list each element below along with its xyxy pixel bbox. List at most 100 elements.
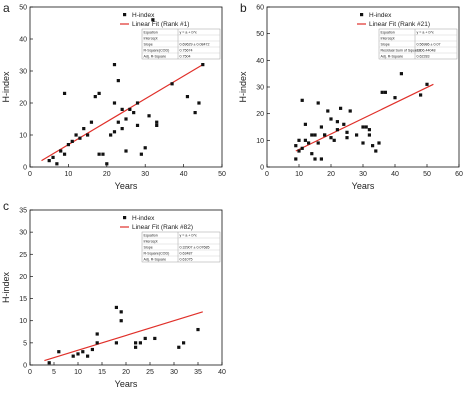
x-tick-label: 20 (103, 171, 111, 178)
legend-label-fit: Linear Fit (Rank #82) (132, 224, 193, 231)
x-axis-label: Years (352, 181, 375, 190)
y-axis-label: H-index (1, 71, 11, 103)
stats-value: 0.69629 ± 0.08472 (180, 42, 210, 46)
y-tick-label: 10 (19, 318, 27, 325)
data-point (120, 127, 124, 131)
data-point (135, 123, 140, 127)
data-point (348, 109, 352, 113)
data-point (310, 133, 314, 137)
x-tick-label: 0 (28, 369, 32, 376)
chart-panel-b: b 0 10 20 30 40 50 60 0 10 20 30 40 50 60 Years H-index H… (237, 0, 474, 191)
data-point (303, 122, 307, 126)
data-point (151, 18, 155, 22)
data-point (367, 133, 371, 137)
data-point (182, 341, 186, 345)
data-point (97, 152, 101, 156)
linear-fit-line (295, 83, 434, 152)
data-point (116, 79, 120, 83)
stats-value: y = a + b*x (417, 30, 434, 34)
y-tick-label: 0 (23, 363, 27, 370)
data-point (342, 122, 346, 126)
data-point (47, 361, 51, 365)
data-point (326, 109, 330, 113)
panel-label: c (3, 199, 9, 213)
y-tick-label: 0 (23, 165, 27, 172)
stats-key: R-Square(COD) (144, 48, 170, 52)
chart-b: b 0 10 20 30 40 50 60 0 10 20 30 40 50 60 Years H-index H… (238, 1, 463, 191)
data-point (399, 72, 403, 76)
y-tick-label: 40 (256, 58, 264, 65)
data-point (196, 327, 200, 332)
data-point (47, 159, 51, 163)
y-tick-label: 10 (19, 133, 27, 140)
data-point (97, 91, 101, 95)
stats-key: Equation (144, 233, 158, 237)
data-point (132, 111, 136, 115)
y-tick-label: 40 (19, 37, 27, 44)
chart-panel-a: a 0 10 20 30 40 50 0 10 20 30 40 50 Years H-index H-ind… (0, 0, 237, 191)
y-tick-label: 50 (19, 5, 27, 12)
x-tick-label: 30 (141, 171, 149, 178)
data-point (112, 101, 117, 105)
stats-key: Intercept (144, 239, 158, 243)
data-point (86, 354, 90, 358)
data-point (294, 157, 298, 161)
data-point (135, 101, 140, 105)
data-point (66, 143, 70, 147)
x-tick-label: 10 (65, 171, 73, 178)
data-point (377, 141, 381, 145)
data-point (147, 114, 151, 118)
data-point (419, 93, 423, 97)
y-tick-label: 0 (260, 165, 264, 172)
data-point (319, 157, 323, 161)
data-point (74, 133, 78, 137)
stats-table (141, 28, 221, 60)
x-tick-label: 50 (218, 171, 226, 178)
data-point (371, 144, 375, 148)
data-point (313, 133, 317, 137)
data-point (93, 95, 97, 99)
stats-value: y = a + b*x (180, 233, 197, 237)
data-point (345, 136, 349, 140)
data-point (90, 347, 94, 352)
y-tick-label: 35 (19, 208, 27, 215)
data-point (139, 152, 143, 156)
plot-frame (29, 6, 223, 168)
legend-marker-hindex (123, 13, 127, 17)
data-point (76, 352, 80, 356)
stats-key: Adj. R-Square (144, 257, 167, 261)
stats-value: 0.75674 (180, 48, 193, 52)
y-axis-label: H-index (238, 71, 248, 103)
data-point (81, 350, 85, 354)
data-point (380, 90, 384, 94)
data-point (105, 162, 109, 166)
data-point (86, 133, 90, 137)
chart-c: c 0 5 10 15 20 25 30 35 40 0 5 10 15 20 25 30 35 Years H-in… (1, 199, 226, 389)
data-point (361, 141, 365, 145)
y-tick-label: 25 (19, 252, 27, 259)
y-tick-label: 20 (256, 111, 264, 118)
data-point (177, 345, 181, 349)
y-tick-label: 20 (19, 101, 27, 108)
data-point (109, 133, 113, 137)
data-point (197, 101, 201, 105)
stats-key: Equation (144, 30, 158, 34)
stats-value: 0.32907 ± 0.07685 (180, 245, 210, 249)
data-point (124, 117, 128, 121)
stats-value: 1706.44048 (417, 48, 436, 52)
data-point (383, 90, 387, 94)
data-point (332, 138, 336, 142)
x-tick-label: 60 (455, 171, 463, 178)
x-tick-label: 30 (359, 171, 367, 178)
data-point (335, 128, 339, 132)
data-point (78, 136, 82, 140)
linear-fit-line (44, 311, 203, 362)
panel-label: a (3, 1, 10, 15)
x-tick-label: 5 (52, 369, 56, 376)
x-tick-label: 40 (218, 369, 226, 376)
stats-key: Residual Sum of Squares (381, 48, 422, 52)
data-point (95, 332, 99, 336)
data-point (134, 345, 138, 349)
data-point (128, 107, 132, 111)
data-point (119, 310, 123, 314)
